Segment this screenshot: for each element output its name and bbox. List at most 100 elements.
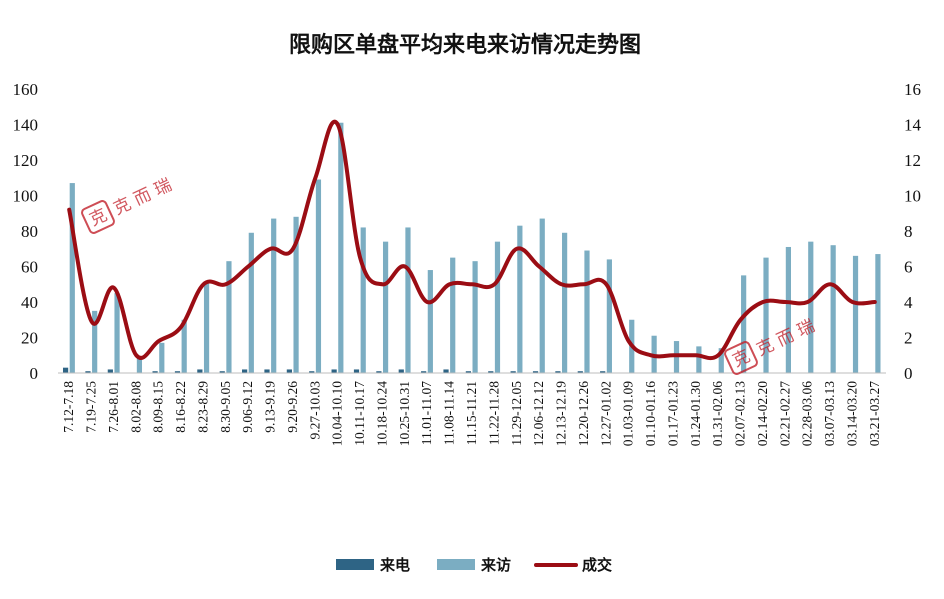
x-tick-label: 11.29-12.05 [509,381,524,446]
x-tick-label: 7.26-8.01 [106,381,121,433]
bar-visits [606,259,612,373]
bar-calls [309,371,315,373]
left-y-tick-label: 140 [13,116,39,135]
bar-visits [830,245,836,373]
legend-label-deals: 成交 [582,556,612,574]
bar-visits [584,250,590,373]
x-tick-label: 01.03-01.09 [621,381,636,446]
bar-visits [763,257,769,373]
bar-calls [85,371,91,373]
x-tick-label: 9.13-9.19 [263,381,278,433]
watermark-seal-2: 克 [729,346,753,371]
bar-calls [286,369,292,373]
right-y-axis: 0 2 4 6 8 10 12 14 16 [904,80,922,383]
bar-calls [62,367,69,373]
bar-visits [382,241,389,373]
bar-calls [488,371,494,373]
watermark-seal: 克 [86,205,110,230]
watermark-text: 克 而 瑞 [111,175,175,219]
bar-visits [808,241,814,373]
left-y-tick-label: 0 [30,364,39,383]
left-y-tick-label: 160 [13,80,39,99]
x-tick-label: 10.25-10.31 [397,381,412,446]
x-tick-label: 12.27-01.02 [598,381,613,446]
bar-calls [219,371,225,373]
right-y-tick-label: 8 [904,222,913,241]
x-tick-label: 11.08-11.14 [442,381,457,445]
bar-visits [159,342,165,373]
x-tick-label: 02.14-02.20 [755,381,770,446]
bar-visits [405,227,411,373]
bar-calls [353,369,360,373]
bar-visits [718,348,724,373]
line-deals [67,119,877,361]
bar-visits [226,261,232,373]
x-tick-label: 9.20-9.26 [285,381,300,433]
bar-calls [107,369,113,373]
bar-calls [197,369,203,373]
watermark-seal-icon [81,200,115,234]
x-tick-label: 01.17-01.23 [665,381,680,446]
left-y-axis: 0 20 40 60 80 100 120 140 160 [13,80,39,383]
bar-visits [203,282,210,373]
x-axis-tick-labels: 7.12-7.18 7.19-7.25 7.26-8.01 8.02-8.08 8.09… [61,381,882,447]
bar-series-group [62,122,881,373]
bar-visits [315,179,322,373]
left-y-tick-label: 100 [13,187,39,206]
x-tick-label: 9.27-10.03 [307,381,322,440]
legend-swatch-calls [336,559,374,570]
bar-calls [376,371,382,373]
bar-visits [271,218,277,373]
x-tick-label: 02.28-03.06 [800,381,815,446]
bar-visits [562,232,568,373]
bar-calls [532,371,539,373]
bar-visits [494,241,501,373]
bar-visits [293,216,299,373]
watermark-seal-icon-2 [724,341,758,375]
bar-calls [398,369,404,373]
bar-calls [331,369,337,373]
x-tick-label: 10.04-10.10 [330,381,345,446]
bar-visits [360,227,366,373]
x-tick-label: 12.06-12.12 [531,381,546,446]
chart-title: 限购区单盘平均来电来访情况走势图 [289,32,641,58]
x-tick-label: 8.09-8.15 [151,381,166,433]
x-tick-label: 10.11-10.17 [352,381,367,446]
bar-calls [555,371,561,373]
x-tick-label: 03.07-03.13 [822,381,837,446]
x-tick-label: 8.30-9.05 [218,381,233,433]
bar-visits [539,218,545,373]
bar-visits [248,232,254,373]
x-tick-label: 7.19-7.25 [84,381,99,433]
right-y-tick-label: 10 [904,187,921,206]
x-tick-label: 10.18-10.24 [375,381,390,446]
bar-calls [465,371,471,373]
right-y-tick-label: 16 [904,80,921,99]
bar-visits [92,310,98,373]
bar-visits [852,255,859,373]
legend-label-calls: 来电 [379,556,410,574]
x-tick-label: 01.24-01.30 [688,381,703,446]
bar-visits [450,257,456,373]
bar-calls [577,371,583,373]
x-tick-label: 01.31-02.06 [710,381,725,446]
x-tick-label: 02.21-02.27 [777,381,792,446]
line-series-group [67,119,877,361]
x-tick-label: 03.21-03.27 [867,381,882,446]
x-tick-label: 11.15-11.21 [464,381,479,445]
right-y-tick-label: 2 [904,329,913,348]
x-tick-label: 8.16-8.22 [173,381,188,433]
x-tick-label: 12.20-12.26 [576,381,591,446]
bar-calls [443,369,449,373]
right-y-tick-label: 4 [904,293,913,312]
bar-calls [421,371,427,373]
x-tick-label: 7.12-7.18 [61,381,76,433]
bar-visits [875,254,881,373]
bar-calls [600,371,606,373]
bar-visits [338,122,344,373]
legend-label-visits: 来访 [480,556,511,574]
bar-calls [264,369,270,373]
legend: 来电 来访 成交 [336,556,612,574]
right-y-tick-label: 0 [904,364,913,383]
